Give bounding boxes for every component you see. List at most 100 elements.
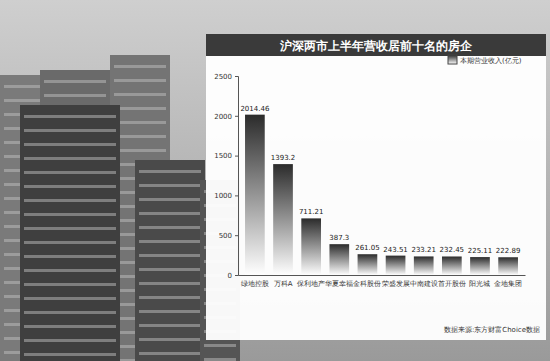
y-tick-mark: [235, 195, 238, 196]
building-floor: [139, 226, 201, 229]
y-axis: 0 500 1000 1500 2000 2500: [214, 73, 238, 280]
y-tick: 1000: [214, 192, 238, 200]
building-floor: [139, 240, 201, 243]
data-label: 387.3: [329, 234, 349, 242]
building-floor: [24, 269, 116, 272]
title-band: [206, 34, 546, 56]
y-tick-label: 2500: [214, 73, 232, 81]
building-floor: [139, 338, 201, 341]
panel: [206, 34, 546, 340]
building-floor: [139, 352, 201, 355]
building-floor: [24, 353, 116, 356]
legend-label: 本期营业收入(亿元): [460, 57, 522, 65]
building-floor: [139, 170, 201, 173]
building-floor: [114, 107, 166, 110]
y-tick-label: 1000: [214, 192, 232, 200]
y-tick-mark: [235, 275, 238, 276]
data-label: 225.11: [468, 247, 493, 255]
bar: [245, 115, 265, 275]
building-floor: [24, 199, 116, 202]
x-tick-label: 万科A: [274, 280, 293, 288]
building-floor: [24, 227, 116, 230]
bar: [386, 256, 406, 275]
x-tick-label: 首开股份: [438, 280, 466, 288]
building-floor: [204, 358, 236, 361]
x-tick: 绿地控股: [241, 275, 269, 288]
y-tick-label: 1500: [214, 152, 232, 160]
x-tick-label: 保利地产: [297, 280, 325, 288]
x-tick: 金科股份: [353, 275, 381, 288]
building-floor: [139, 282, 201, 285]
building-floor: [44, 94, 106, 97]
bar: [442, 256, 462, 275]
building-floor: [24, 213, 116, 216]
x-axis-line: [239, 275, 526, 276]
data-labels: 2014.461393.2711.21387.3261.05243.51233.…: [240, 105, 520, 256]
x-tick: 首开股份: [438, 275, 466, 288]
y-tick-mark: [235, 156, 238, 157]
x-tick-label: 阳光城: [469, 280, 490, 288]
building-floor: [4, 85, 41, 88]
x-tick: 保利地产: [297, 275, 325, 288]
building-floor: [139, 184, 201, 187]
x-tick-label: 金地集团: [494, 280, 522, 288]
bar: [498, 257, 518, 275]
building-floor: [24, 283, 116, 286]
title: 沪深两市上半年营收居前十名的房企: [279, 39, 473, 53]
data-label: 233.21: [411, 246, 436, 254]
y-tick-mark: [235, 116, 238, 117]
y-axis-line: [235, 77, 239, 276]
y-tick: 0: [228, 272, 238, 280]
building-floor: [114, 135, 166, 138]
building-floor: [139, 268, 201, 271]
background: [0, 0, 550, 361]
y-tick-label: 2000: [214, 113, 232, 121]
x-tick-label: 中南建设: [410, 280, 438, 288]
x-axis: 绿地控股万科A 保利地产华夏幸福金科股份荣盛发展中南建设首开股份阳光城金地集团: [239, 275, 526, 288]
x-tick-label: 荣盛发展: [382, 280, 410, 288]
x-tick-label: 金科股份: [353, 280, 381, 288]
building-floor: [24, 241, 116, 244]
bar: [358, 254, 378, 275]
building-floor: [24, 115, 116, 118]
x-tick: 万科A: [274, 275, 293, 288]
building-floor: [44, 80, 106, 83]
building-floor: [24, 297, 116, 300]
building-floor: [114, 79, 166, 82]
data-label: 1393.2: [271, 154, 296, 162]
building-floor: [24, 325, 116, 328]
y-tick-mark: [235, 235, 238, 236]
building-floor: [114, 93, 166, 96]
building: [135, 160, 205, 361]
building-floor: [139, 296, 201, 299]
bar: [470, 257, 490, 275]
y-tick-mark: [235, 76, 238, 77]
building-floor: [114, 149, 166, 152]
building-floor: [24, 311, 116, 314]
y-tick: 2000: [214, 113, 238, 121]
canvas: 沪深两市上半年营收居前十名的房企 0 500 1000 1500 2000 2500 绿地控股…: [0, 0, 550, 361]
bar: [414, 256, 434, 275]
x-tick: 中南建设: [410, 275, 438, 288]
bar: [301, 218, 321, 275]
building-floor: [24, 185, 116, 188]
y-tick-label: 500: [219, 232, 232, 240]
data-label: 222.89: [496, 247, 521, 255]
legend: 本期营业收入(亿元): [448, 55, 522, 65]
y-tick: 1500: [214, 152, 238, 160]
x-tick-label: 华夏幸福: [325, 280, 353, 288]
building-floor: [139, 212, 201, 215]
buildings: [0, 55, 240, 361]
source: 数据来源:东方财富Choice数据: [444, 326, 540, 334]
building-floor: [24, 157, 116, 160]
y-tick: 500: [219, 232, 238, 240]
building-floor: [204, 344, 236, 347]
bar: [273, 164, 293, 275]
x-tick: 华夏幸福: [325, 275, 353, 288]
x-tick: 阳光城: [469, 275, 490, 288]
building-floor: [139, 254, 201, 257]
building: [20, 105, 120, 361]
data-label: 711.21: [299, 208, 324, 216]
building-floor: [4, 99, 41, 102]
building-floor: [139, 324, 201, 327]
